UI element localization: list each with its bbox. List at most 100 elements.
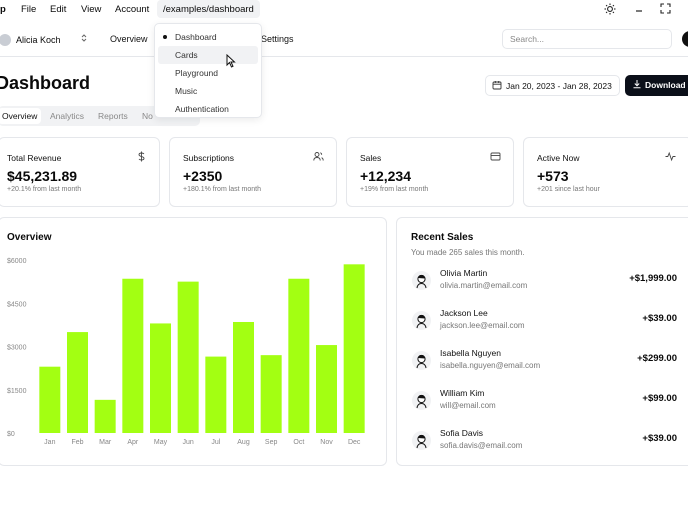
dropdown-item-authentication[interactable]: Authentication <box>175 104 229 114</box>
customer-avatar <box>412 391 431 410</box>
dropdown-item-playground[interactable]: Playground <box>175 68 219 78</box>
y-tick-label: $1500 <box>7 388 27 395</box>
nav-settings[interactable]: Settings <box>261 34 294 44</box>
customer-avatar <box>412 431 431 450</box>
x-tick-label: Sep <box>265 439 278 446</box>
recent-sales-subtitle: You made 265 sales this month. <box>411 248 525 257</box>
menu-account[interactable]: Account <box>115 4 150 15</box>
tab-overview[interactable]: Overview <box>0 108 42 124</box>
bar-jan <box>39 366 61 433</box>
sale-row: Sofia Davis sofia.davis@email.com +$39.00 <box>397 426 687 456</box>
sale-row: Jackson Lee jackson.lee@email.com +$39.00 <box>397 306 687 336</box>
chevron-up-down-icon[interactable] <box>80 33 88 43</box>
date-range-label: Jan 20, 2023 - Jan 28, 2023 <box>506 81 612 91</box>
x-tick-label: Aug <box>237 439 250 446</box>
stat-label: Sales <box>360 153 382 163</box>
nav-overview[interactable]: Overview <box>110 34 148 44</box>
menu-view[interactable]: View <box>81 4 102 15</box>
sale-amount: +$1,999.00 <box>629 273 677 284</box>
user-avatar[interactable] <box>682 31 688 47</box>
search-input[interactable]: Search... <box>502 29 672 49</box>
dropdown-item-dashboard[interactable]: Dashboard <box>155 28 261 46</box>
customer-email: will@email.com <box>440 401 496 410</box>
tab-reports[interactable]: Reports <box>98 111 128 121</box>
stat-card-active-now: Active Now +573 +201 since last hour <box>523 137 688 207</box>
stat-card-revenue: Total Revenue $45,231.89 +20.1% from las… <box>0 137 160 207</box>
customer-email: isabella.nguyen@email.com <box>440 361 541 370</box>
y-tick-label: $3000 <box>7 345 27 352</box>
customer-email: olivia.martin@email.com <box>440 281 528 290</box>
stat-label: Subscriptions <box>183 153 235 163</box>
x-tick-label: Feb <box>71 439 83 446</box>
download-button[interactable]: Download <box>625 75 688 96</box>
activity-icon <box>665 151 676 162</box>
menu-file[interactable]: File <box>21 4 37 15</box>
customer-email: sofia.davis@email.com <box>440 441 523 450</box>
bar-aug <box>233 321 254 433</box>
customer-email: jackson.lee@email.com <box>440 321 525 330</box>
customer-name: Isabella Nguyen <box>440 348 501 358</box>
stat-card-subscriptions: Subscriptions +2350 +180.1% from last mo… <box>169 137 337 207</box>
customer-name: Olivia Martin <box>440 268 488 278</box>
path-menu[interactable]: /examples/dashboard <box>157 0 260 18</box>
x-tick-label: Nov <box>320 439 333 446</box>
app-menu[interactable]: p <box>0 4 6 15</box>
stat-label: Total Revenue <box>7 153 62 163</box>
customer-avatar <box>412 271 431 290</box>
sale-amount: +$299.00 <box>637 353 677 364</box>
team-name: Alicia Koch <box>16 35 61 45</box>
users-icon <box>313 152 324 161</box>
x-tick-label: Jun <box>183 439 194 446</box>
bar-jun <box>177 281 199 433</box>
stat-subtext: +20.1% from last month <box>7 186 82 193</box>
download-icon <box>633 80 641 89</box>
menu-edit[interactable]: Edit <box>50 4 67 15</box>
x-tick-label: Mar <box>99 439 112 446</box>
stat-subtext: +180.1% from last month <box>183 186 262 193</box>
theme-toggle-icon[interactable] <box>604 3 616 15</box>
mouse-pointer-icon <box>226 54 236 68</box>
x-tick-label: Jan <box>44 439 55 446</box>
recent-sales-title: Recent Sales <box>411 232 474 243</box>
x-tick-label: Oct <box>293 439 304 446</box>
sale-amount: +$99.00 <box>642 393 677 404</box>
team-avatar <box>0 34 11 46</box>
dropdown-item-cards[interactable]: Cards <box>158 46 258 64</box>
bar-may <box>150 323 171 433</box>
stat-card-sales: Sales +12,234 +19% from last month <box>346 137 514 207</box>
overview-title: Overview <box>7 232 52 243</box>
tab-analytics[interactable]: Analytics <box>50 111 85 121</box>
customer-name: Jackson Lee <box>440 308 488 318</box>
customer-name: William Kim <box>440 388 485 398</box>
calendar-icon <box>492 81 502 90</box>
page-title: Dashboard <box>0 73 91 93</box>
stat-subtext: +201 since last hour <box>537 186 600 193</box>
customer-avatar <box>412 351 431 370</box>
tabs-list: Overview Analytics Reports No <box>0 106 200 126</box>
stat-value: $45,231.89 <box>7 168 78 184</box>
maximize-icon[interactable] <box>660 3 671 14</box>
team-switcher[interactable]: Alicia Koch <box>0 34 61 46</box>
bar-jul <box>205 356 227 433</box>
stat-subtext: +19% from last month <box>360 186 429 193</box>
bar-sep <box>260 355 282 433</box>
y-tick-label: $0 <box>7 431 15 438</box>
stat-value: +12,234 <box>360 168 411 184</box>
minimize-icon[interactable] <box>634 4 644 14</box>
date-range-picker[interactable]: Jan 20, 2023 - Jan 28, 2023 <box>485 75 620 96</box>
x-tick-label: May <box>154 439 168 446</box>
top-nav: Alicia Koch Overview Settings Search... <box>0 27 688 57</box>
bar-feb <box>67 332 88 433</box>
dollar-icon <box>138 151 145 162</box>
selected-dot-icon <box>163 35 167 39</box>
x-tick-label: Apr <box>127 439 139 446</box>
dropdown-item-music[interactable]: Music <box>175 86 198 96</box>
overview-card: Overview $0 $1500 $3000 $4500 $6000 Jan Feb Mar… <box>0 217 387 466</box>
bar-apr <box>122 278 144 433</box>
sale-row: William Kim will@email.com +$99.00 <box>397 386 687 416</box>
sale-amount: +$39.00 <box>642 313 677 324</box>
bar-dec <box>343 264 365 433</box>
menubar: p File Edit View Account /examples/dashb… <box>0 0 688 20</box>
tab-notifications[interactable]: No <box>142 111 153 121</box>
sale-amount: +$39.00 <box>642 433 677 444</box>
